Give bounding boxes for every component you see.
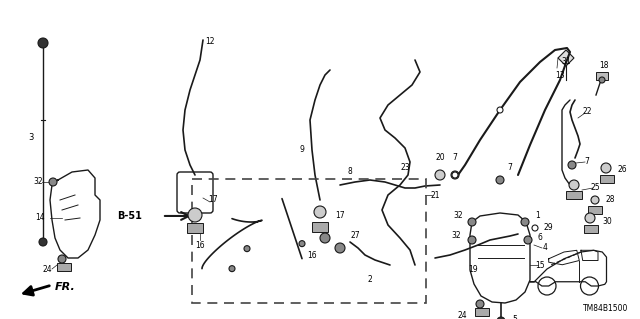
Circle shape	[38, 38, 48, 48]
Circle shape	[49, 178, 57, 186]
Text: 30: 30	[602, 218, 612, 226]
Text: 32: 32	[453, 211, 463, 219]
Text: 24: 24	[42, 265, 52, 275]
Text: 29: 29	[543, 224, 553, 233]
Text: 28: 28	[605, 196, 615, 204]
Text: TM84B1500: TM84B1500	[582, 304, 628, 313]
Circle shape	[335, 243, 345, 253]
Text: 25: 25	[590, 183, 600, 192]
Text: 9: 9	[300, 145, 305, 154]
Bar	[584, 225, 598, 233]
Circle shape	[538, 277, 556, 295]
Polygon shape	[558, 50, 574, 66]
Text: 22: 22	[582, 108, 592, 116]
Text: 21: 21	[430, 190, 440, 199]
Circle shape	[188, 208, 202, 222]
Circle shape	[299, 241, 305, 247]
Circle shape	[591, 196, 599, 204]
Circle shape	[580, 277, 598, 295]
Circle shape	[468, 218, 476, 226]
Text: 1: 1	[536, 211, 540, 219]
Text: 23: 23	[400, 164, 410, 173]
Bar	[600, 175, 614, 183]
Bar	[588, 206, 602, 214]
Circle shape	[569, 180, 579, 190]
Text: 27: 27	[350, 231, 360, 240]
Circle shape	[599, 77, 605, 83]
Text: 8: 8	[348, 167, 353, 176]
Text: 18: 18	[599, 61, 609, 70]
Text: 14: 14	[35, 213, 45, 222]
Circle shape	[585, 213, 595, 223]
Text: 7: 7	[508, 164, 513, 173]
Text: 24: 24	[457, 310, 467, 319]
Text: 17: 17	[208, 196, 218, 204]
Text: 15: 15	[535, 261, 545, 270]
Circle shape	[468, 236, 476, 244]
Circle shape	[476, 300, 484, 308]
Text: 4: 4	[543, 243, 547, 253]
Text: 26: 26	[617, 166, 627, 174]
Circle shape	[568, 161, 576, 169]
Text: 16: 16	[195, 241, 205, 249]
Text: 31: 31	[561, 57, 571, 66]
Text: 6: 6	[538, 234, 543, 242]
Circle shape	[58, 255, 66, 263]
Circle shape	[601, 163, 611, 173]
Text: 5: 5	[513, 315, 517, 319]
Circle shape	[521, 218, 529, 226]
Text: 20: 20	[435, 153, 445, 162]
Text: 32: 32	[33, 177, 43, 187]
Bar	[192, 179, 426, 303]
Circle shape	[532, 225, 538, 231]
Text: 16: 16	[307, 250, 317, 259]
Circle shape	[452, 172, 458, 178]
Circle shape	[451, 171, 459, 179]
Text: 17: 17	[335, 211, 345, 219]
Text: 2: 2	[367, 276, 372, 285]
Text: 7: 7	[452, 153, 458, 162]
Bar	[596, 72, 608, 80]
Bar	[312, 222, 328, 232]
Circle shape	[497, 317, 505, 319]
Circle shape	[244, 246, 250, 252]
Text: 13: 13	[555, 70, 565, 79]
Circle shape	[496, 176, 504, 184]
Circle shape	[314, 206, 326, 218]
Circle shape	[524, 236, 532, 244]
Bar	[57, 263, 71, 271]
Circle shape	[497, 107, 503, 113]
Text: B-51: B-51	[118, 211, 143, 221]
Bar	[566, 191, 582, 199]
Text: FR.: FR.	[55, 282, 76, 292]
Text: 3: 3	[28, 133, 34, 143]
Bar	[475, 308, 489, 316]
Circle shape	[229, 266, 235, 272]
Text: 32: 32	[451, 231, 461, 240]
Bar	[187, 223, 203, 233]
Text: 19: 19	[468, 265, 478, 275]
Circle shape	[435, 170, 445, 180]
Circle shape	[320, 233, 330, 243]
Circle shape	[39, 238, 47, 246]
Text: 12: 12	[205, 38, 215, 47]
Text: 7: 7	[584, 158, 589, 167]
